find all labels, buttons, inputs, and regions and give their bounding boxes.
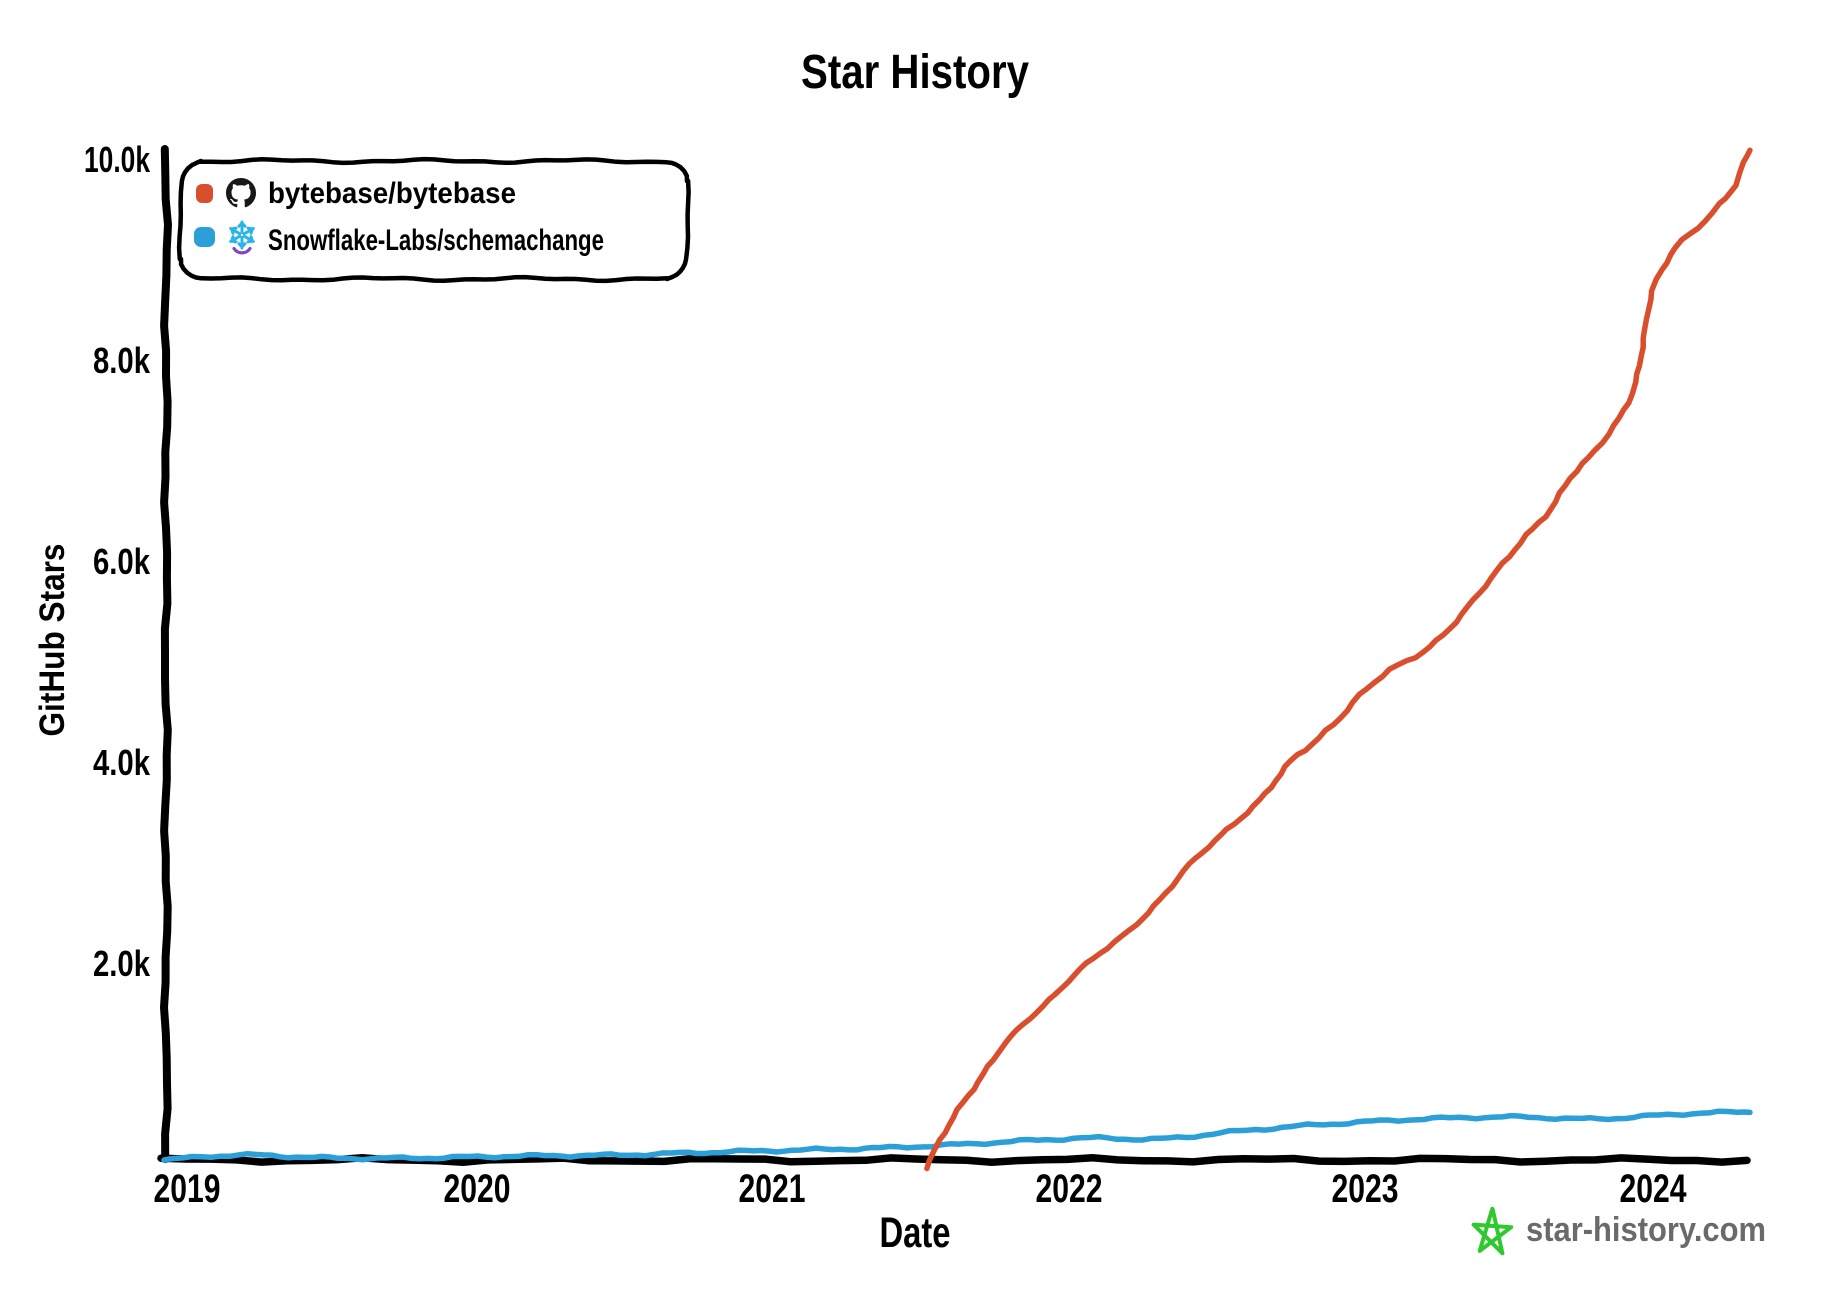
svg-text:2024: 2024 bbox=[1620, 1167, 1688, 1211]
svg-text:2021: 2021 bbox=[739, 1167, 806, 1211]
svg-text:GitHub Stars: GitHub Stars bbox=[33, 544, 72, 737]
svg-text:Date: Date bbox=[880, 1209, 951, 1257]
svg-text:2022: 2022 bbox=[1036, 1167, 1103, 1211]
svg-text:star-history.com: star-history.com bbox=[1526, 1211, 1766, 1249]
svg-text:4.0k: 4.0k bbox=[93, 742, 151, 783]
svg-text:2020: 2020 bbox=[444, 1167, 511, 1211]
svg-text:8.0k: 8.0k bbox=[93, 340, 151, 381]
svg-text:Snowflake-Labs/schemachange: Snowflake-Labs/schemachange bbox=[268, 224, 604, 257]
svg-text:10.0k: 10.0k bbox=[84, 139, 151, 180]
svg-text:2.0k: 2.0k bbox=[93, 943, 151, 984]
svg-text:2019: 2019 bbox=[154, 1167, 221, 1211]
svg-text:bytebase/bytebase: bytebase/bytebase bbox=[268, 177, 516, 210]
svg-text:6.0k: 6.0k bbox=[93, 541, 151, 582]
svg-text:2023: 2023 bbox=[1332, 1167, 1399, 1211]
svg-text:Star History: Star History bbox=[801, 46, 1029, 99]
